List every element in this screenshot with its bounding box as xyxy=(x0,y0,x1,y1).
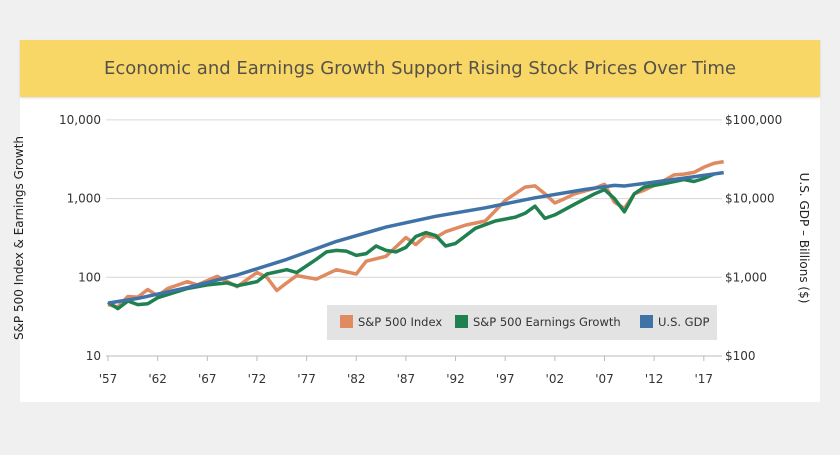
x-tick-label: '92 xyxy=(446,372,465,386)
legend-label: S&P 500 Index xyxy=(358,315,442,329)
x-tick-label: '72 xyxy=(248,372,267,386)
y2-tick-label: $10,000 xyxy=(725,192,775,206)
x-tick-label: '62 xyxy=(148,372,167,386)
y2-tick-label: $100,000 xyxy=(725,113,782,127)
x-tick-label: '12 xyxy=(645,372,664,386)
legend-label: S&P 500 Earnings Growth xyxy=(473,315,621,329)
x-tick-label: '87 xyxy=(397,372,416,386)
y-tick-label: 10 xyxy=(86,349,101,363)
chart-title: Economic and Earnings Growth Support Ris… xyxy=(103,58,737,79)
x-tick-label: '02 xyxy=(546,372,565,386)
legend-swatch xyxy=(455,315,468,328)
series-line-2 xyxy=(107,170,724,305)
y2-tick-label: $100 xyxy=(725,349,756,363)
x-tick-label: '97 xyxy=(496,372,515,386)
title-band xyxy=(20,40,820,97)
series-line-1 xyxy=(107,172,715,311)
y2-axis-label: U.S. GDP – Billions ($) xyxy=(797,173,811,304)
x-tick-label: '67 xyxy=(198,372,217,386)
legend: S&P 500 Index S&P 500 Earnings Growth U.S.… xyxy=(327,305,717,340)
y-tick-label: 100 xyxy=(78,270,101,284)
legend-swatch xyxy=(340,315,353,328)
legend-swatch xyxy=(640,315,653,328)
y2-tick-label: $1,000 xyxy=(725,270,767,284)
x-tick-label: '07 xyxy=(595,372,614,386)
x-tick-label: '57 xyxy=(99,372,118,386)
y-tick-label: 10,000 xyxy=(59,113,101,127)
x-tick-label: '17 xyxy=(695,372,714,386)
y-tick-label: 1,000 xyxy=(67,192,101,206)
x-tick-label: '82 xyxy=(347,372,366,386)
x-tick-label: '77 xyxy=(297,372,316,386)
y-axis-label: S&P 500 Index & Earnings Growth xyxy=(12,136,26,340)
legend-label: U.S. GDP xyxy=(658,315,709,329)
